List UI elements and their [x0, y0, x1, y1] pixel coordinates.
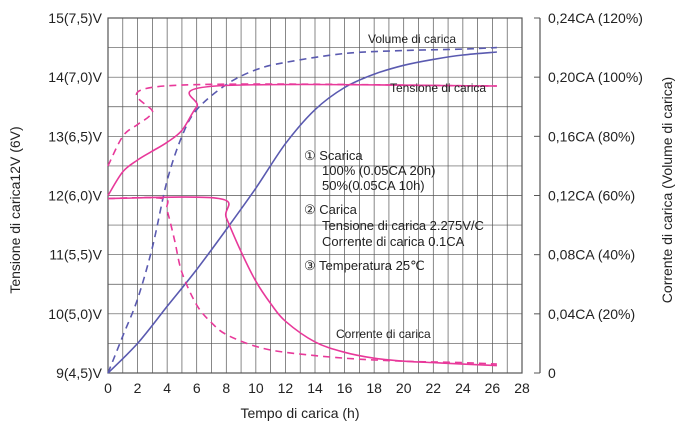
x-tick-label: 12: [278, 380, 294, 396]
annotation-line: 50%(0.05CA 10h): [322, 178, 425, 193]
x-tick-label: 24: [455, 380, 471, 396]
x-tick-labels: 0 2 4 6 8 10 12 14 16 18 20 22 24 26 28: [104, 380, 530, 396]
annotation-line: 100% (0.05CA 20h): [322, 163, 435, 178]
annotation-line: Tensione di carica 2.275V/C: [322, 218, 484, 233]
left-tick-label: 13(6,5)V: [48, 128, 102, 144]
left-tick-label: 9(4,5)V: [56, 365, 103, 381]
x-tick-label: 20: [396, 380, 412, 396]
x-tick-label: 14: [307, 380, 323, 396]
series-line-3: [107, 83, 497, 167]
label-tensione-di-carica: Tensione di carica: [390, 81, 486, 95]
x-tick-label: 6: [193, 380, 201, 396]
right-tick-label: 0,24CA (120%): [548, 10, 643, 26]
x-tick-label: 8: [222, 380, 230, 396]
left-tick-label: 14(7,0)V: [48, 69, 102, 85]
left-tick-label: 10(5,0)V: [48, 306, 102, 322]
label-corrente-di-carica: Corrente di carica: [336, 327, 431, 341]
right-tick-labels: 0,24CA (120%) 0,20CA (100%) 0,16CA (80%) 0,…: [534, 10, 643, 381]
label-volume-di-carica: Volume di carica: [368, 32, 456, 46]
annotation-line: Corrente di carica 0.1CA: [322, 234, 465, 249]
x-tick-label: 4: [163, 380, 171, 396]
x-tick-label: 28: [514, 380, 530, 396]
series-line-5: [107, 196, 497, 365]
series-line-0: [107, 51, 497, 374]
x-tick-label: 0: [104, 380, 112, 396]
x-tick-label: 10: [248, 380, 264, 396]
annotation-block: ① Scarica 100% (0.05CA 20h) 50%(0.05CA 1…: [304, 148, 484, 273]
right-tick-label: 0,20CA (100%): [548, 69, 643, 85]
right-tick-label: 0,12CA (60%): [548, 188, 635, 204]
grid: [108, 18, 522, 373]
right-tick-label: 0,16CA (80%): [548, 128, 635, 144]
right-tick-label: 0,04CA (20%): [548, 306, 635, 322]
x-tick-label: 26: [485, 380, 501, 396]
right-tick-label: 0,08CA (40%): [548, 247, 635, 263]
right-axis-title: Corrente di carica (Volume di carica): [659, 77, 675, 303]
series-line-1: [107, 46, 497, 374]
left-tick-label: 15(7,5)V: [48, 10, 102, 26]
left-tick-labels: 15(7,5)V 14(7,0)V 13(6,5)V 12(6,0)V 11(5,5)V…: [48, 10, 102, 381]
annotation-line: ③ Temperatura 25℃: [304, 258, 425, 273]
x-tick-label: 16: [337, 380, 353, 396]
left-tick-label: 12(6,0)V: [48, 188, 102, 204]
x-axis-title: Tempo di carica (h): [240, 405, 359, 421]
annotation-line: ① Scarica: [304, 148, 363, 163]
left-tick-label: 11(5,5)V: [49, 247, 102, 263]
annotation-line: ② Carica: [304, 202, 358, 217]
x-tick-label: 18: [366, 380, 382, 396]
right-tick-label: 0: [548, 365, 556, 381]
x-tick-label: 22: [425, 380, 441, 396]
series-line-4: [107, 196, 497, 367]
left-axis-title: Tensione di carica12V (6V): [7, 126, 23, 293]
x-tick-label: 2: [134, 380, 142, 396]
series-group: [107, 46, 497, 374]
series-line-2: [107, 83, 497, 196]
